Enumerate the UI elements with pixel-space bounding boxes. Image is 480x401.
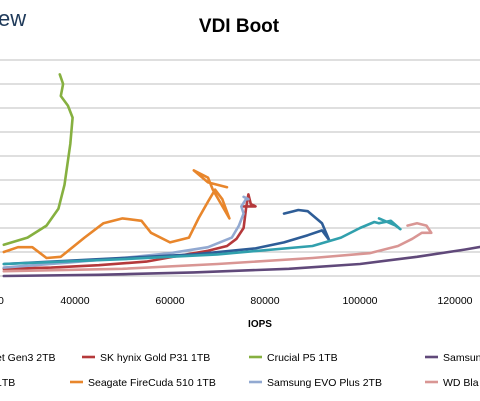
x-tick-label-partial: 0 bbox=[0, 295, 4, 307]
legend-entry: et Gen3 2TB bbox=[0, 352, 56, 364]
legend-entry: SK hynix Gold P31 1TB bbox=[100, 352, 210, 364]
legend-entry: Samsun bbox=[443, 352, 480, 364]
series-line-crucial-p5-1tb bbox=[2, 73, 74, 247]
legend-entry: WD Bla bbox=[443, 377, 479, 389]
gridlines bbox=[0, 59, 480, 277]
x-tick-label: 100000 bbox=[342, 295, 377, 307]
series-line-seagate-firecuda-510-1tb bbox=[2, 169, 231, 260]
x-axis-label: IOPS bbox=[248, 319, 272, 330]
x-tick-label: 40000 bbox=[60, 295, 89, 307]
x-tick-label: 60000 bbox=[155, 295, 184, 307]
series-line-samsung bbox=[2, 245, 480, 278]
series-line-sk-hynix-gold-p31-1tb bbox=[2, 193, 257, 271]
legend-entry: 1TB bbox=[0, 377, 15, 389]
series-line-8 bbox=[2, 217, 402, 266]
legend-entry: Samsung EVO Plus 2TB bbox=[267, 377, 382, 389]
x-tick-label: 120000 bbox=[437, 295, 472, 307]
x-tick-labels: 40000 60000 80000 100000 120000 0 bbox=[0, 295, 473, 307]
series-lines bbox=[2, 73, 480, 278]
legend: et Gen3 2TB SK hynix Gold P31 1TB Crucial … bbox=[0, 352, 480, 389]
x-tick-label: 80000 bbox=[250, 295, 279, 307]
chart-title: VDI Boot bbox=[199, 16, 280, 37]
legend-entry: Seagate FireCuda 510 1TB bbox=[88, 377, 216, 389]
legend-entry: Crucial P5 1TB bbox=[267, 352, 338, 364]
brand-logo-text: ew bbox=[0, 6, 26, 31]
series-line-wd-bla bbox=[2, 221, 433, 273]
